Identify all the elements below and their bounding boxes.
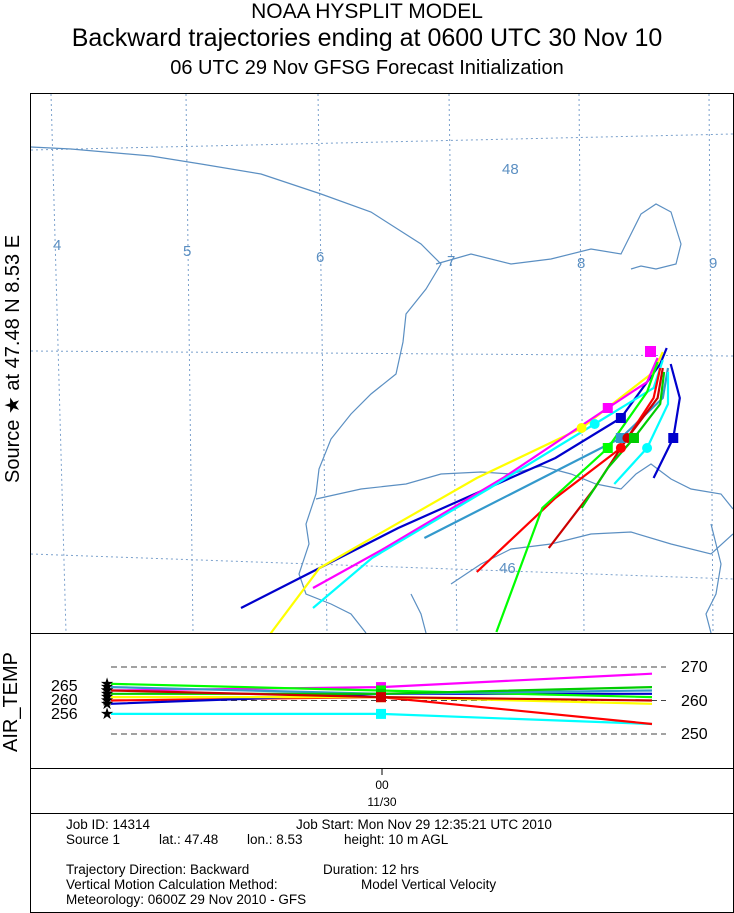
border-line xyxy=(31,146,442,633)
trajectory-marker xyxy=(628,433,639,443)
trajectory-direction: Trajectory Direction: Backward xyxy=(66,862,250,877)
air-temp-chart: ★★★★★★★★★ 270 260 250 265 260 256 xyxy=(51,659,708,743)
lon-label-5: 5 xyxy=(183,243,191,260)
graticule-line xyxy=(50,94,67,633)
left-tick-256: 256 xyxy=(51,706,78,723)
trajectory-marker xyxy=(576,423,587,433)
trajectory-map: 4 5 6 7 8 9 48 46 xyxy=(30,93,734,634)
duration: Duration: 12 hrs xyxy=(323,862,420,877)
lon-label-4: 4 xyxy=(53,237,61,254)
graticule-line xyxy=(31,350,733,357)
start-star-marker: ★ xyxy=(100,689,114,706)
meteorology: Meteorology: 0600Z 29 Nov 2010 - GFS xyxy=(66,892,307,907)
trajectory-marker xyxy=(602,403,613,413)
vertical-motion-value: Model Vertical Velocity xyxy=(361,877,497,892)
time-label-hour: 00 xyxy=(375,778,389,792)
source-label: Source ★ at 47.48 N 8.53 E xyxy=(2,234,24,483)
source-star-marker xyxy=(645,346,656,357)
source-lat: lat.: 47.48 xyxy=(159,832,219,847)
border-line xyxy=(435,203,682,270)
trajectory-line xyxy=(312,357,659,589)
air-temp-markers: ★★★★★★★★★ xyxy=(100,676,386,723)
source-lon: lon.: 8.53 xyxy=(247,832,303,847)
left-tick-260: 260 xyxy=(51,692,78,709)
trajectory-marker xyxy=(668,433,679,443)
trajectory-line xyxy=(312,359,664,609)
title-trajectories: Backward trajectories ending at 0600 UTC… xyxy=(71,24,663,52)
graticule-line xyxy=(31,133,733,151)
title-initialization: 06 UTC 29 Nov GFSG Forecast Initializati… xyxy=(170,57,564,79)
graticule xyxy=(31,94,733,633)
trajectory-marker xyxy=(615,433,626,443)
start-star-marker: ★ xyxy=(100,686,114,703)
vertical-motion-method: Vertical Motion Calculation Method: xyxy=(66,877,278,892)
border-line xyxy=(450,531,733,585)
air-temp-axis-label: AIR_TEMP xyxy=(0,651,22,752)
lon-label-6: 6 xyxy=(316,249,324,266)
air-temp-panel: ★ ★ ★ ★ ★ ★ ★ ★ ★ 270 260 250 265 260 256 xyxy=(30,633,734,769)
lon-label-9: 9 xyxy=(709,255,717,272)
country-borders xyxy=(31,146,733,633)
start-star-marker: ★ xyxy=(100,696,114,713)
trajectory-marker xyxy=(602,443,613,453)
trajectory-line xyxy=(613,372,670,485)
job-id: Job ID: 14314 xyxy=(66,817,151,832)
border-line xyxy=(705,523,722,633)
trajectory-marker xyxy=(589,419,600,429)
start-star-marker: ★ xyxy=(100,676,114,693)
graticule-line xyxy=(448,94,458,633)
graticule-labels: 4 5 6 7 8 9 48 46 xyxy=(53,161,717,577)
lon-label-7: 7 xyxy=(447,253,455,270)
graticule-line xyxy=(31,553,733,580)
map-canvas: 4 5 6 7 8 9 48 46 xyxy=(31,94,733,633)
job-start: Job Start: Mon Nov 29 12:35:21 UTC 2010 xyxy=(296,817,552,832)
trajectory-markers xyxy=(576,346,679,453)
source-height: height: 10 m AGL xyxy=(344,832,449,847)
air-temp-marker xyxy=(376,708,386,719)
trajectory-marker xyxy=(615,413,626,423)
source-number: Source 1 xyxy=(66,832,121,847)
trajectory-marker xyxy=(615,443,626,453)
graticule-line xyxy=(578,94,585,633)
trajectory-line xyxy=(652,363,681,479)
lat-label-46: 46 xyxy=(499,560,516,577)
start-star-marker: ★ xyxy=(100,682,114,699)
title-model: NOAA HYSPLIT MODEL xyxy=(251,0,483,23)
start-star-marker: ★ xyxy=(100,706,114,723)
job-info-panel: Job ID: 14314 Job Start: Mon Nov 29 12:3… xyxy=(30,813,734,913)
graticule-line xyxy=(185,94,194,633)
left-tick-265: 265 xyxy=(51,678,78,695)
trajectory-lines xyxy=(240,347,681,633)
right-tick-270: 270 xyxy=(681,659,708,676)
trajectory-line xyxy=(240,347,668,609)
time-label-date: 11/30 xyxy=(367,795,396,809)
right-tick-260: 260 xyxy=(681,693,708,710)
lat-label-48: 48 xyxy=(502,161,519,178)
trajectory-line xyxy=(476,367,662,573)
start-star-marker: ★ xyxy=(100,693,114,710)
start-star-marker: ★ xyxy=(100,679,114,696)
time-axis: 00 11/30 xyxy=(367,769,397,809)
right-tick-250: 250 xyxy=(681,726,708,743)
trajectory-marker xyxy=(642,443,653,453)
border-line xyxy=(410,593,427,633)
start-star-marker: ★ xyxy=(100,682,114,699)
border-line xyxy=(315,463,733,510)
air-temp-marker xyxy=(376,692,386,703)
graticule-line xyxy=(317,94,328,633)
lon-label-8: 8 xyxy=(577,255,585,272)
time-axis-panel: 00 11/30 xyxy=(30,768,734,814)
